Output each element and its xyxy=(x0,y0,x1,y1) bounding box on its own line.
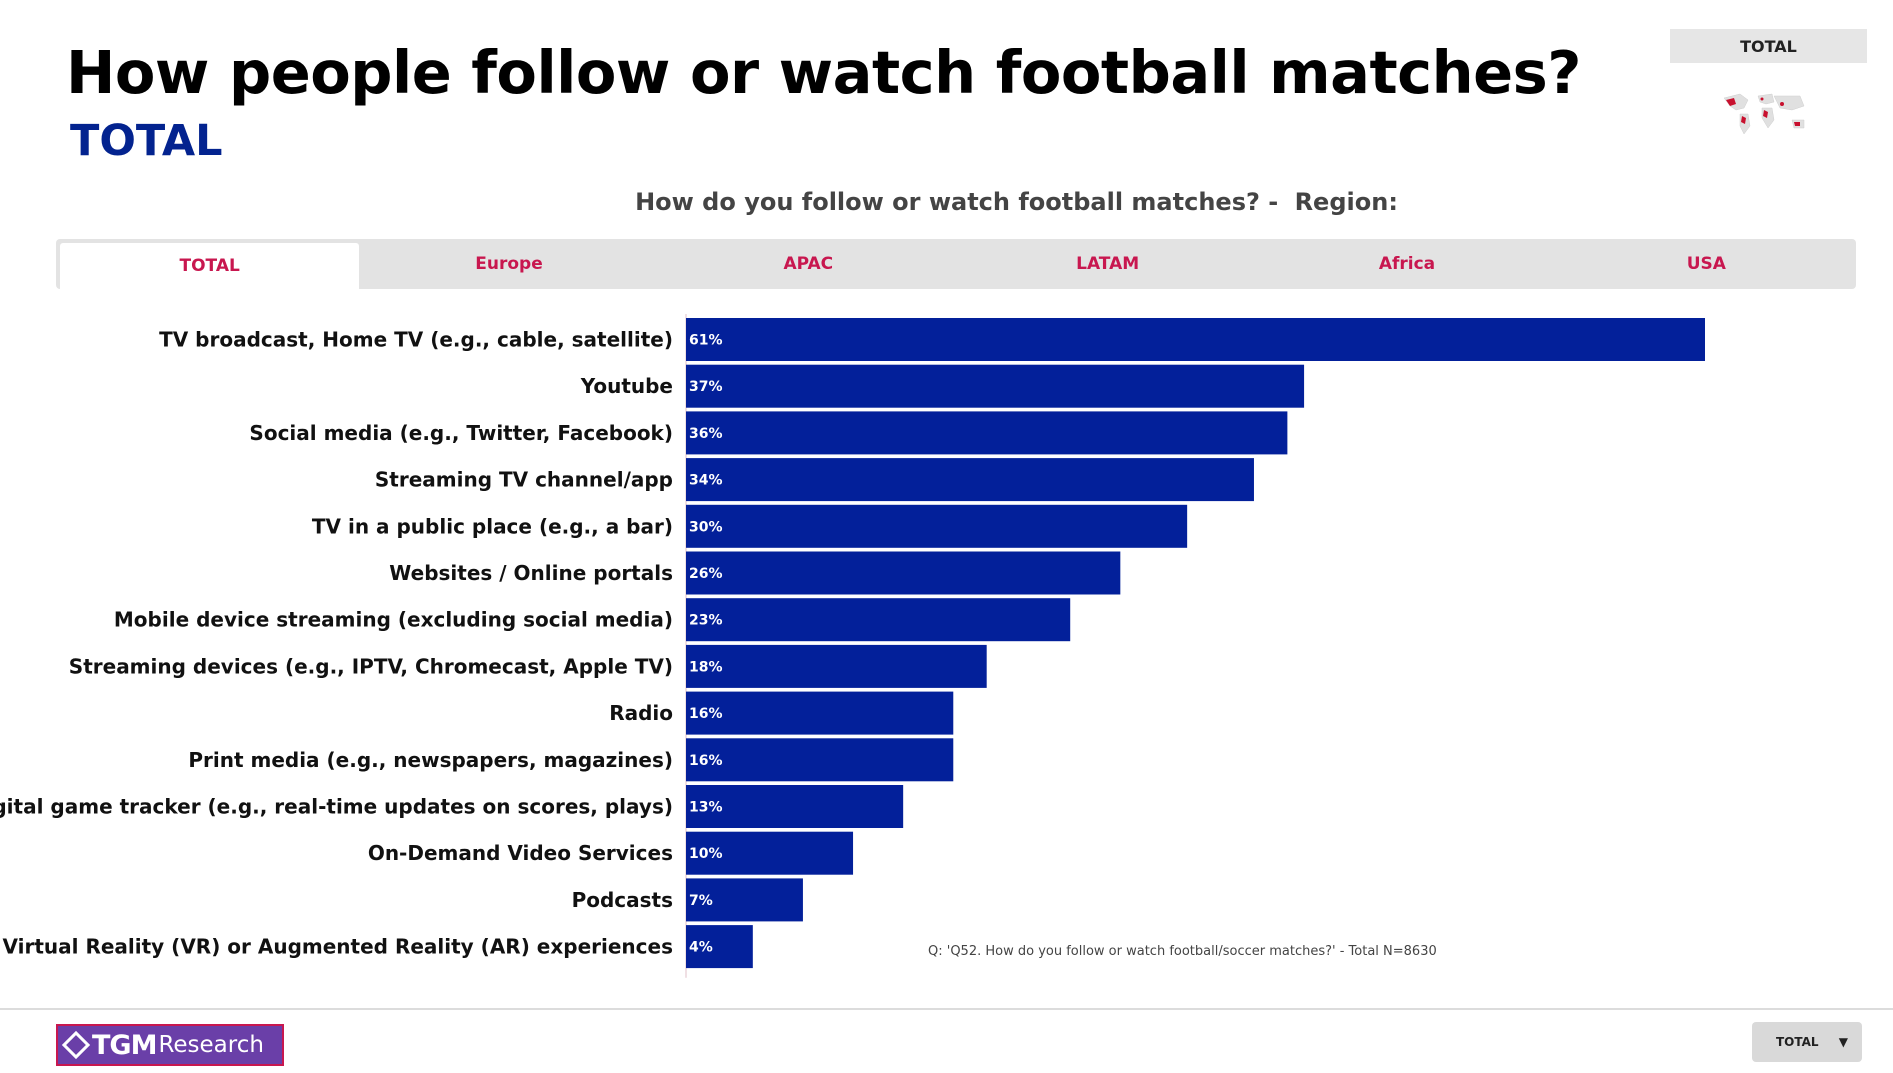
footnote: Q: 'Q52. How do you follow or watch foot… xyxy=(928,944,1437,959)
tab-europe[interactable]: Europe xyxy=(475,254,543,274)
bar-value-label: 4% xyxy=(689,940,713,956)
bar xyxy=(686,738,954,782)
world-map-icon xyxy=(1723,93,1805,135)
tab-total[interactable]: TOTAL xyxy=(60,243,360,289)
category-label: Streaming TV channel/app xyxy=(375,468,673,492)
tab-apac[interactable]: APAC xyxy=(783,254,834,274)
region-dropdown[interactable]: TOTAL ▼ xyxy=(1752,1022,1862,1062)
bar-value-label: 36% xyxy=(689,426,723,442)
chart-question: How do you follow or watch football matc… xyxy=(0,188,1893,216)
category-label: Digital game tracker (e.g., real-time up… xyxy=(0,795,673,819)
bar-value-label: 37% xyxy=(689,379,723,395)
logo-research-text: Research xyxy=(158,1032,264,1058)
category-label: TV broadcast, Home TV (e.g., cable, sate… xyxy=(159,328,673,352)
bar-value-label: 18% xyxy=(689,659,723,675)
bar-value-label: 10% xyxy=(689,846,723,862)
page-title: How people follow or watch football matc… xyxy=(66,38,1582,107)
bar xyxy=(686,411,1288,455)
category-label: Virtual Reality (VR) or Augmented Realit… xyxy=(2,935,673,959)
bar-value-label: 34% xyxy=(689,473,723,489)
region-label: Region: xyxy=(1294,188,1398,216)
bar xyxy=(686,691,954,735)
bar-chart: TV broadcast, Home TV (e.g., cable, sate… xyxy=(0,314,1705,978)
category-label: Print media (e.g., newspapers, magazines… xyxy=(188,748,673,772)
bar xyxy=(686,551,1121,595)
category-label: Websites / Online portals xyxy=(389,561,673,585)
bar-value-label: 61% xyxy=(689,333,723,349)
bar xyxy=(686,504,1188,548)
category-label: Podcasts xyxy=(572,888,673,912)
bar xyxy=(686,644,987,688)
bar-value-label: 16% xyxy=(689,706,723,722)
tab-latam[interactable]: LATAM xyxy=(1076,254,1140,274)
dropdown-value: TOTAL xyxy=(1776,1035,1819,1049)
category-label: Social media (e.g., Twitter, Facebook) xyxy=(249,421,673,445)
bar-value-label: 13% xyxy=(689,800,723,816)
bar-value-label: 16% xyxy=(689,753,723,769)
category-label: Mobile device streaming (excluding socia… xyxy=(114,608,673,632)
tab-africa[interactable]: Africa xyxy=(1378,254,1436,274)
footer: TGM Research TOTAL ▼ xyxy=(0,1008,1893,1073)
bar-value-label: 23% xyxy=(689,613,723,629)
tgm-logo: TGM Research xyxy=(56,1024,284,1066)
category-label: Radio xyxy=(609,701,673,725)
bar-value-label: 26% xyxy=(689,566,723,582)
bar xyxy=(686,598,1071,642)
page-subtitle: TOTAL xyxy=(70,116,223,166)
category-label: Youtube xyxy=(580,374,673,398)
chevron-down-icon: ▼ xyxy=(1838,1035,1848,1049)
bar xyxy=(686,364,1305,408)
logo-diamond-icon xyxy=(61,1030,91,1060)
bar xyxy=(686,318,1705,361)
tab-usa[interactable]: USA xyxy=(1686,254,1726,274)
bar-value-label: 30% xyxy=(689,519,723,535)
logo-tgm-text: TGM xyxy=(92,1029,157,1061)
category-label: On-Demand Video Services xyxy=(368,841,673,865)
category-label: Streaming devices (e.g., IPTV, Chromecas… xyxy=(69,654,673,678)
bar-value-label: 7% xyxy=(689,893,713,909)
category-label: TV in a public place (e.g., a bar) xyxy=(312,514,673,538)
bar xyxy=(686,785,904,828)
bar xyxy=(686,925,753,969)
region-tabs: TOTAL Europe APAC LATAM Africa USA xyxy=(56,239,1856,289)
bar xyxy=(686,458,1254,502)
bar xyxy=(686,831,854,875)
region-badge: TOTAL xyxy=(1670,29,1867,63)
bar xyxy=(686,878,803,922)
question-text: How do you follow or watch football matc… xyxy=(635,188,1279,216)
